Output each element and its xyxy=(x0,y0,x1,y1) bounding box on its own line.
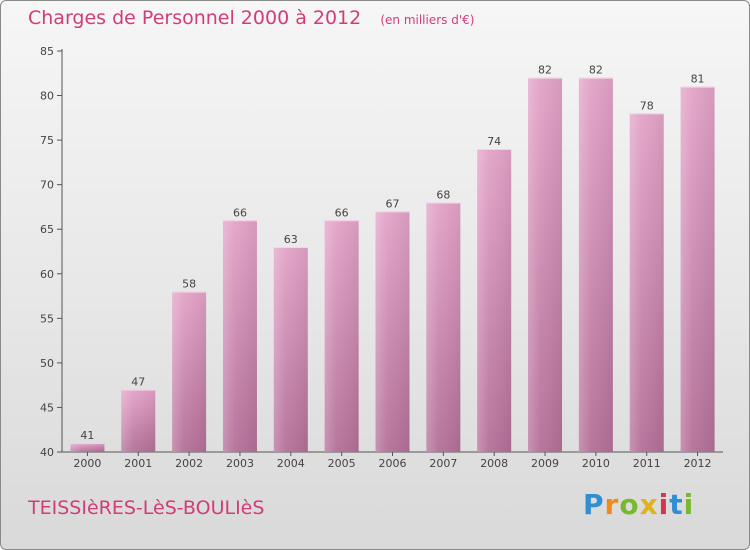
data-label: 66 xyxy=(233,206,247,219)
y-tick-label: 55 xyxy=(40,312,54,325)
x-tick-label: 2004 xyxy=(277,457,305,470)
y-tick-label: 65 xyxy=(40,223,54,236)
data-label: 47 xyxy=(131,376,145,389)
bar-shine xyxy=(528,77,563,452)
chart-title-unit: (en milliers d'€) xyxy=(380,13,475,27)
x-tick-label: 2008 xyxy=(480,457,508,470)
y-tick-label: 75 xyxy=(40,134,54,147)
x-tick-label: 2002 xyxy=(175,457,203,470)
bar-shine xyxy=(324,220,359,452)
x-tick-label: 2006 xyxy=(379,457,407,470)
y-tick-label: 80 xyxy=(40,90,54,103)
x-tick-label: 2011 xyxy=(633,457,661,470)
bar-shine xyxy=(70,443,105,452)
chart-title: Charges de Personnel 2000 à 2012 (en mil… xyxy=(28,7,474,29)
proxiti-logo: Proxiti xyxy=(583,488,695,521)
data-label: 78 xyxy=(640,99,654,112)
x-tick-label: 2010 xyxy=(582,457,610,470)
data-label: 81 xyxy=(691,73,705,86)
bar-shine xyxy=(426,202,461,452)
data-label: 74 xyxy=(487,135,501,148)
y-tick-label: 50 xyxy=(40,357,54,370)
data-label: 63 xyxy=(284,233,298,246)
bar-shine xyxy=(578,77,613,452)
bar-shine xyxy=(172,291,207,452)
x-tick-label: 2000 xyxy=(73,457,101,470)
bar-shine xyxy=(222,220,257,452)
y-tick-label: 85 xyxy=(40,45,54,58)
data-label: 67 xyxy=(386,197,400,210)
data-label: 66 xyxy=(335,206,349,219)
x-tick-label: 2007 xyxy=(429,457,457,470)
y-tick-label: 45 xyxy=(40,401,54,414)
data-label: 58 xyxy=(182,278,196,291)
x-tick-label: 2003 xyxy=(226,457,254,470)
x-tick-label: 2005 xyxy=(328,457,356,470)
bar-shine xyxy=(273,247,308,452)
bar-shine xyxy=(629,113,664,452)
data-label: 82 xyxy=(589,64,603,77)
bar-shine xyxy=(680,86,715,453)
x-tick-label: 2012 xyxy=(684,457,712,470)
x-tick-label: 2009 xyxy=(531,457,559,470)
bar-shine xyxy=(121,389,156,452)
commune-name: TEISSIèRES-LèS-BOULIèS xyxy=(28,497,265,519)
x-tick-label: 2001 xyxy=(124,457,152,470)
y-tick-label: 70 xyxy=(40,179,54,192)
chart-title-main: Charges de Personnel 2000 à 2012 xyxy=(28,7,362,29)
bar-shine xyxy=(375,211,410,452)
y-tick-label: 40 xyxy=(40,446,54,459)
data-label: 68 xyxy=(436,188,450,201)
data-label: 82 xyxy=(538,64,552,77)
data-label: 41 xyxy=(80,429,94,442)
y-tick-label: 60 xyxy=(40,268,54,281)
bar-shine xyxy=(477,149,512,452)
